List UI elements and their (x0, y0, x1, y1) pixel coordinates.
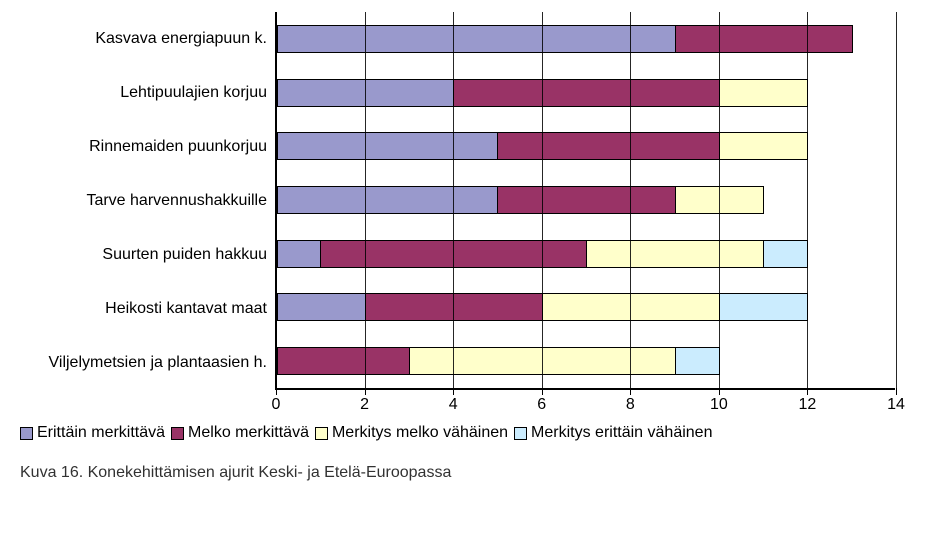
y-axis-label: Viljelymetsien ja plantaasien h. (20, 336, 267, 390)
x-tick-label: 6 (537, 396, 546, 414)
x-tick-label: 0 (272, 396, 281, 414)
bar-segment-merkitys_melko_vahainen (720, 132, 809, 160)
legend: Erittäin merkittävä Melko merkittävä Merki… (20, 424, 913, 442)
grid-line (542, 12, 543, 388)
x-axis: 02468101214 (275, 390, 897, 418)
grid-line (719, 12, 720, 388)
legend-label: Melko merkittävä (188, 424, 309, 442)
bar-segment-merkitys_melko_vahainen (676, 186, 765, 214)
legend-swatch (514, 427, 527, 440)
grid-line (630, 12, 631, 388)
stacked-bar (277, 293, 808, 321)
grid-line (807, 12, 808, 388)
legend-label: Merkitys erittäin vähäinen (531, 424, 712, 442)
bar-segment-erittain_merkittava (277, 240, 321, 268)
bar-segment-merkitys_melko_vahainen (587, 240, 764, 268)
chart-area: Kasvava energiapuun k.Lehtipuulajien kor… (20, 12, 913, 390)
legend-label: Erittäin merkittävä (37, 424, 165, 442)
grid-line (896, 12, 897, 388)
bar-segment-melko_merkittava (277, 347, 410, 375)
legend-swatch (171, 427, 184, 440)
bar-segment-erittain_merkittava (277, 79, 454, 107)
legend-swatch (315, 427, 328, 440)
x-tick-label: 14 (887, 396, 905, 414)
bar-row (277, 281, 895, 335)
stacked-bar (277, 186, 764, 214)
bar-segment-erittain_merkittava (277, 132, 498, 160)
bar-segment-melko_merkittava (454, 79, 720, 107)
legend-item-erittain_merkittava: Erittäin merkittävä (20, 424, 165, 442)
legend-item-merkitys_erittain_vahainen: Merkitys erittäin vähäinen (514, 424, 712, 442)
stacked-bar (277, 79, 808, 107)
bar-segment-merkitys_erittain_vahainen (676, 347, 720, 375)
y-axis-label: Rinnemaiden puunkorjuu (20, 120, 267, 174)
bars-layer (277, 12, 895, 388)
bar-segment-merkitys_erittain_vahainen (764, 240, 808, 268)
bar-row (277, 12, 895, 66)
bar-segment-erittain_merkittava (277, 186, 498, 214)
stacked-bar (277, 25, 853, 53)
figure-caption: Kuva 16. Konekehittämisen ajurit Keski- … (20, 464, 913, 482)
grid-line (365, 12, 366, 388)
bar-row (277, 173, 895, 227)
grid-line (453, 12, 454, 388)
bar-row (277, 66, 895, 120)
stacked-bar (277, 132, 808, 160)
legend-swatch (20, 427, 33, 440)
bar-segment-merkitys_melko_vahainen (720, 79, 809, 107)
bar-segment-melko_merkittava (498, 132, 719, 160)
x-tick-label: 8 (626, 396, 635, 414)
bar-row (277, 227, 895, 281)
legend-item-melko_merkittava: Melko merkittävä (171, 424, 309, 442)
bar-segment-melko_merkittava (498, 186, 675, 214)
legend-label: Merkitys melko vähäinen (332, 424, 508, 442)
y-axis-label: Lehtipuulajien korjuu (20, 66, 267, 120)
bar-segment-erittain_merkittava (277, 25, 676, 53)
legend-item-merkitys_melko_vahainen: Merkitys melko vähäinen (315, 424, 508, 442)
y-axis-label: Heikosti kantavat maat (20, 282, 267, 336)
bar-segment-erittain_merkittava (277, 293, 366, 321)
y-axis-labels: Kasvava energiapuun k.Lehtipuulajien kor… (20, 12, 275, 390)
x-tick-label: 12 (799, 396, 817, 414)
bar-row (277, 119, 895, 173)
bar-segment-melko_merkittava (676, 25, 853, 53)
x-tick-label: 4 (449, 396, 458, 414)
stacked-bar (277, 240, 808, 268)
y-axis-label: Kasvava energiapuun k. (20, 12, 267, 66)
bar-row (277, 334, 895, 388)
bar-segment-merkitys_erittain_vahainen (720, 293, 809, 321)
chart-container: Kasvava energiapuun k.Lehtipuulajien kor… (20, 12, 913, 482)
y-axis-label: Suurten puiden hakkuu (20, 228, 267, 282)
x-tick-label: 2 (360, 396, 369, 414)
x-tick-label: 10 (710, 396, 728, 414)
stacked-bar (277, 347, 720, 375)
plot-area (275, 12, 895, 390)
y-axis-label: Tarve harvennushakkuille (20, 174, 267, 228)
